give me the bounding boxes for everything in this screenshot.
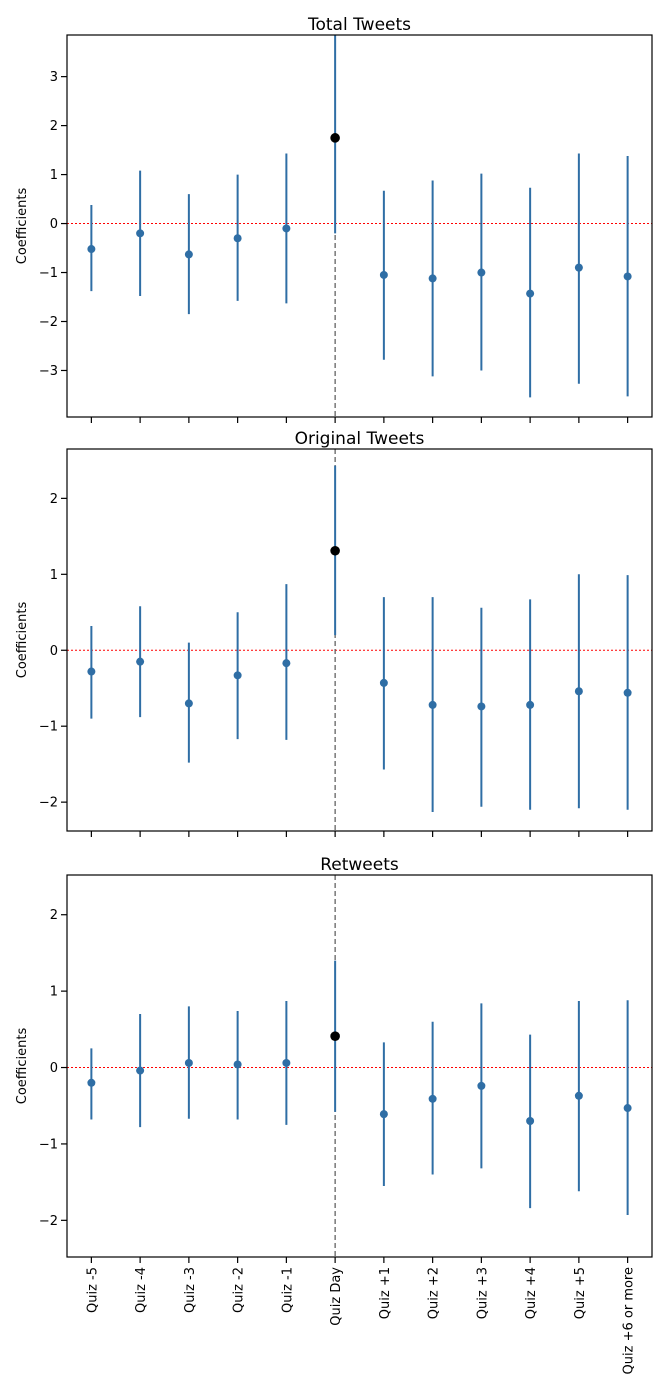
panel-3-point-8: [428, 1094, 437, 1103]
x-tick-label-6: Quiz Day: [329, 1267, 344, 1326]
panel-1-point-2: [136, 229, 145, 238]
panel-2-point-7: [379, 678, 388, 687]
panel-3-ytick-label-5: 2: [50, 908, 58, 923]
panel-3-ylabel: Coefficients: [15, 1028, 30, 1105]
panel-3-point-5: [282, 1058, 291, 1067]
panel-3-point-6: [330, 1031, 340, 1042]
x-tick-label-11: Quiz +5: [573, 1267, 588, 1319]
panel-2-point-5: [282, 659, 291, 668]
panel-1-ytick-label-5: 1: [50, 168, 58, 183]
panel-1-ytick-label-6: 2: [50, 119, 58, 134]
panel-2-ylabel: Coefficients: [15, 602, 30, 679]
panel-1-point-4: [233, 234, 242, 243]
panel-3-point-9: [477, 1081, 486, 1090]
panel-1-ytick-label-1: −3: [39, 364, 58, 379]
panel-2-point-1: [87, 667, 96, 676]
x-tick-label-8: Quiz +2: [427, 1267, 442, 1319]
panel-3-title: Retweets: [320, 855, 399, 875]
panel-1-point-8: [428, 274, 437, 283]
panel-1-point-3: [184, 250, 193, 259]
panel-1-ytick-label-7: 3: [50, 70, 58, 85]
panel-2-point-10: [526, 700, 535, 709]
panel-2-ytick-label-1: −2: [39, 796, 58, 811]
panel-2-point-8: [428, 700, 437, 709]
panel-3-point-2: [136, 1066, 145, 1075]
panel-2-point-3: [184, 699, 193, 708]
x-tick-label-7: Quiz +1: [378, 1267, 393, 1319]
x-tick-label-4: Quiz -2: [232, 1267, 247, 1313]
panel-1-ytick-label-2: −2: [39, 315, 58, 330]
x-tick-label-10: Quiz +4: [524, 1267, 539, 1319]
panel-1-point-6: [330, 133, 340, 143]
panel-3-ytick-label-1: −2: [39, 1214, 58, 1229]
panel-1-point-5: [282, 224, 291, 233]
panel-1-ylabel: Coefficients: [15, 188, 30, 265]
panel-3-point-10: [526, 1117, 535, 1126]
x-tick-label-1: Quiz -5: [85, 1267, 100, 1313]
panel-1-point-7: [379, 270, 388, 279]
panel-2-point-9: [477, 702, 486, 711]
panel-3-ytick-label-2: −1: [39, 1137, 58, 1152]
panel-1-ytick-label-3: −1: [39, 266, 58, 281]
x-tick-label-5: Quiz -1: [280, 1267, 295, 1313]
panel-2-frame: [66, 448, 653, 832]
panel-3-point-7: [379, 1110, 388, 1119]
x-tick-label-12: Quiz +6 or more: [622, 1267, 637, 1374]
panel-1-point-10: [526, 289, 535, 298]
panel-3-point-3: [184, 1058, 193, 1067]
panel-1-point-11: [574, 263, 583, 272]
panel-3-point-4: [233, 1060, 242, 1069]
x-tick-label-9: Quiz +3: [475, 1267, 490, 1319]
panel-1-point-1: [87, 245, 96, 254]
panel-2-point-12: [623, 688, 632, 697]
panel-1-frame: [66, 34, 653, 418]
panel-2-point-6: [330, 545, 340, 556]
panel-3-point-11: [574, 1091, 583, 1100]
panel-3-ytick-label-4: 1: [50, 985, 58, 1000]
panel-2-ytick-label-3: 0: [50, 644, 58, 659]
panel-3-point-1: [87, 1078, 96, 1087]
panel-2-ytick-label-5: 2: [50, 492, 58, 507]
panel-2-title: Original Tweets: [295, 429, 425, 449]
panel-3-ytick-label-3: 0: [50, 1061, 58, 1076]
panel-1-title: Total Tweets: [307, 15, 411, 35]
panel-1-ytick-label-4: 0: [50, 217, 58, 232]
panel-2-ytick-label-2: −1: [39, 720, 58, 735]
panel-2-point-4: [233, 671, 242, 680]
panel-2-point-2: [136, 657, 145, 666]
panel-3-point-12: [623, 1104, 632, 1113]
panel-1-point-9: [477, 268, 486, 277]
x-tick-label-3: Quiz -3: [183, 1267, 198, 1313]
panel-2-point-11: [574, 687, 583, 696]
x-tick-label-2: Quiz -4: [134, 1267, 149, 1313]
panel-3-frame: [66, 874, 653, 1258]
panel-2-ytick-label-4: 1: [50, 568, 58, 583]
panel-1-point-12: [623, 272, 632, 281]
